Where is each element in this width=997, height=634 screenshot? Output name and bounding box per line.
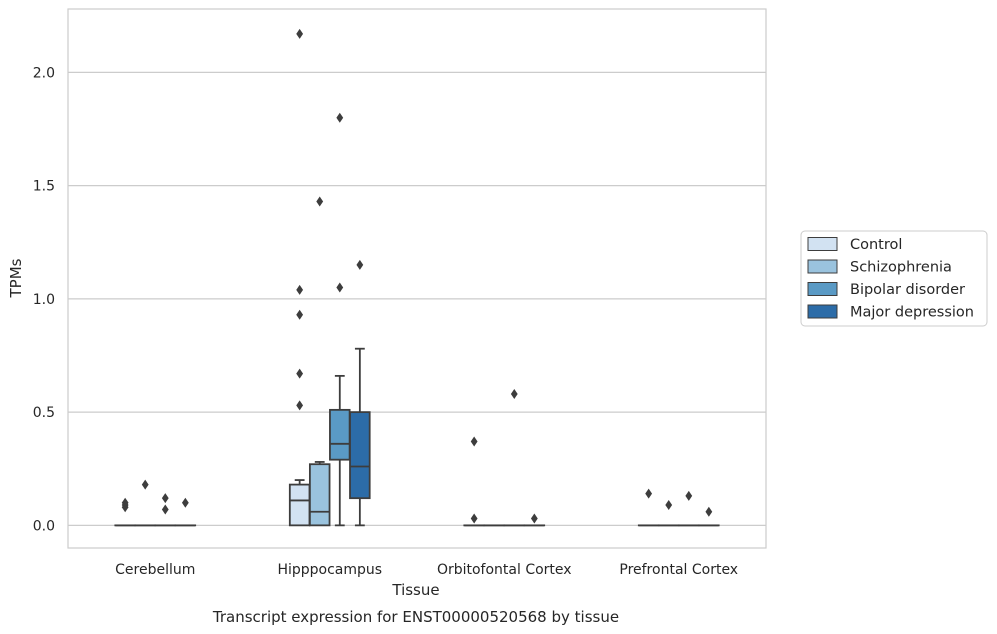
outlier-point — [161, 504, 169, 515]
box-body — [349, 411, 371, 500]
legend-swatch — [807, 259, 838, 274]
y-tick-label: 0.5 — [33, 405, 55, 421]
outlier-point — [316, 196, 324, 207]
legend-swatch — [807, 282, 838, 296]
outlier-point — [470, 513, 478, 524]
box-control — [637, 488, 660, 527]
outlier-point — [510, 389, 518, 399]
outlier-point — [336, 112, 344, 123]
box-bipolar-disorder — [154, 493, 177, 527]
box-schizophrenia — [657, 499, 680, 527]
box-major-depression — [174, 497, 197, 527]
y-tick-label: 0.0 — [33, 518, 55, 534]
y-axis-label: TPMs — [7, 258, 25, 298]
legend-label: Bipolar disorder — [850, 282, 965, 298]
legend-swatch — [807, 304, 838, 319]
x-tick-label: Hipppocampus — [277, 562, 382, 578]
x-axis-ticks: Cerebellum Hipppocampus Orbitofontal Corte… — [115, 562, 738, 578]
outlier-point — [181, 497, 189, 508]
box-bipolar-disorder — [503, 389, 526, 527]
outlier-point — [121, 497, 129, 508]
box-major-depression — [523, 513, 546, 527]
y-axis-ticks: 0.0 0.5 1.0 1.5 2.0 — [33, 65, 55, 534]
outlier-point — [336, 282, 344, 293]
grid-lines — [68, 71, 766, 526]
box-body — [288, 483, 311, 527]
box-major-depression — [349, 259, 371, 527]
box-body — [308, 463, 331, 527]
outlier-point — [296, 368, 304, 379]
box-control — [463, 436, 485, 527]
chart-caption: Transcript expression for ENST0000052056… — [212, 608, 619, 626]
outlier-point — [470, 436, 478, 447]
box-control — [114, 497, 136, 527]
outlier-point — [705, 506, 713, 517]
outlier-point — [685, 490, 693, 501]
box-bipolar-disorder — [329, 112, 351, 527]
legend-label: Control — [850, 237, 902, 253]
outlier-point — [665, 499, 673, 510]
outlier-point — [645, 488, 653, 499]
outlier-point — [296, 284, 304, 295]
x-axis-label: Tissue — [391, 581, 439, 599]
outlier-point — [296, 309, 304, 320]
box-bipolar-disorder — [678, 490, 700, 527]
box-major-depression — [698, 506, 720, 527]
legend-label: Major depression — [850, 305, 974, 321]
x-tick-label: Prefrontal Cortex — [619, 562, 738, 578]
outlier-point — [296, 28, 304, 39]
outlier-point — [356, 259, 364, 270]
legend-label: Schizophrenia — [850, 260, 952, 276]
legend: Control Schizophrenia Bipolar disorder Majo… — [800, 230, 988, 327]
x-tick-label: Orbitofontal Cortex — [437, 562, 572, 578]
outlier-point — [296, 400, 304, 411]
legend-box — [800, 230, 988, 327]
y-tick-label: 2.0 — [33, 65, 55, 81]
box-control — [288, 28, 311, 527]
x-tick-label: Cerebellum — [115, 562, 195, 578]
legend-swatch — [807, 237, 838, 251]
box-plot-groups — [114, 28, 720, 527]
outlier-point — [161, 493, 169, 504]
plot-frame — [67, 8, 767, 549]
outlier-point — [530, 513, 538, 524]
box-schizophrenia — [134, 479, 156, 527]
box-body — [329, 408, 351, 461]
box-schizophrenia — [308, 196, 331, 527]
y-tick-label: 1.0 — [33, 292, 55, 308]
outlier-point — [141, 479, 149, 490]
y-tick-label: 1.5 — [33, 179, 55, 195]
